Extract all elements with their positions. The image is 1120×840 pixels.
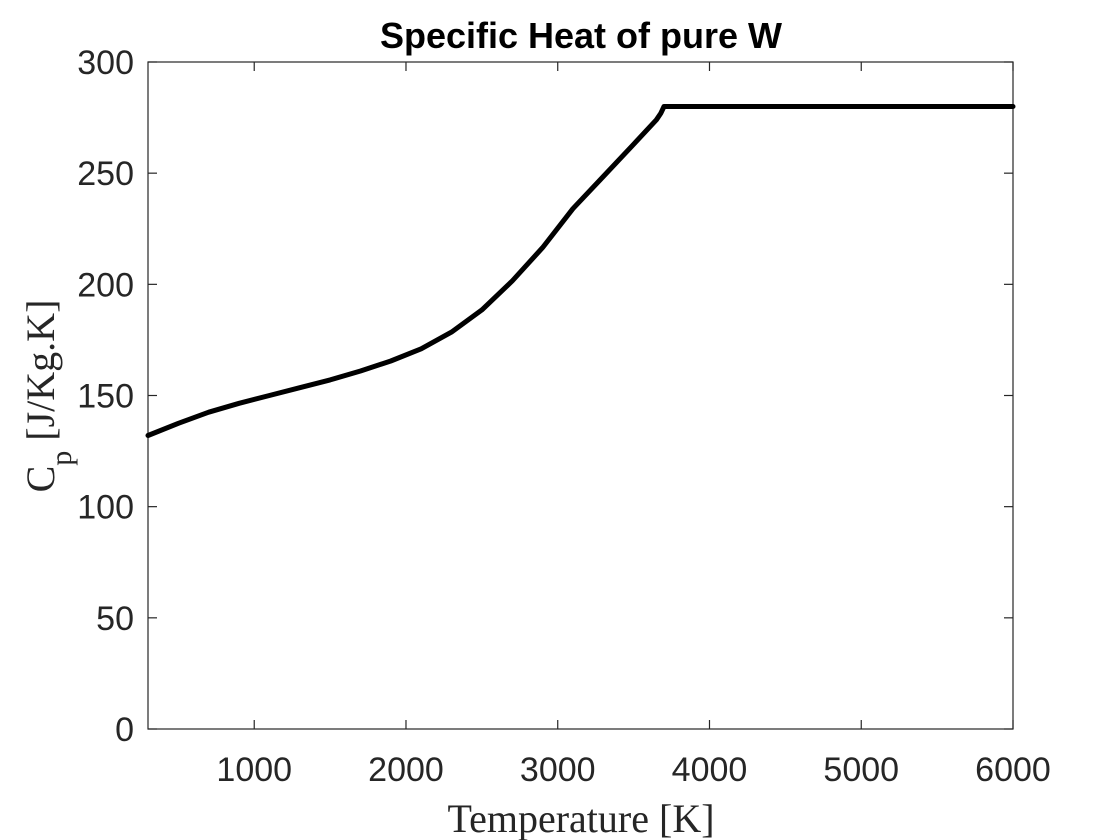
x-axis-label: Temperature [K] xyxy=(447,796,714,840)
y-tick-label: 0 xyxy=(115,711,134,749)
plot-area xyxy=(147,61,1014,730)
y-axis-label-main: C xyxy=(18,466,63,493)
x-axis: 1000 2000 3000 4000 5000 6000 xyxy=(216,62,1051,789)
x-tick-label: 1000 xyxy=(216,751,292,789)
x-tick-label: 6000 xyxy=(975,751,1051,789)
y-tick-label: 200 xyxy=(77,266,134,304)
y-tick-label: 50 xyxy=(96,600,134,638)
x-tick-label: 3000 xyxy=(520,751,596,789)
chart-title: Specific Heat of pure W xyxy=(380,15,782,56)
y-axis: 0 50 100 150 200 250 300 xyxy=(77,44,1013,749)
y-axis-label-units: [J/Kg.K] xyxy=(18,300,63,451)
x-tick-label: 2000 xyxy=(368,751,444,789)
y-tick-label: 150 xyxy=(77,378,134,416)
x-tick-label: 4000 xyxy=(672,751,748,789)
y-axis-label-sub: p xyxy=(45,451,78,466)
x-tick-label: 5000 xyxy=(823,751,899,789)
y-axis-label: Cp [J/Kg.K] xyxy=(18,300,78,493)
y-tick-label: 250 xyxy=(77,155,134,193)
y-tick-label: 100 xyxy=(77,489,134,527)
y-tick-label: 300 xyxy=(77,44,134,82)
cp-series-line xyxy=(145,104,1016,438)
